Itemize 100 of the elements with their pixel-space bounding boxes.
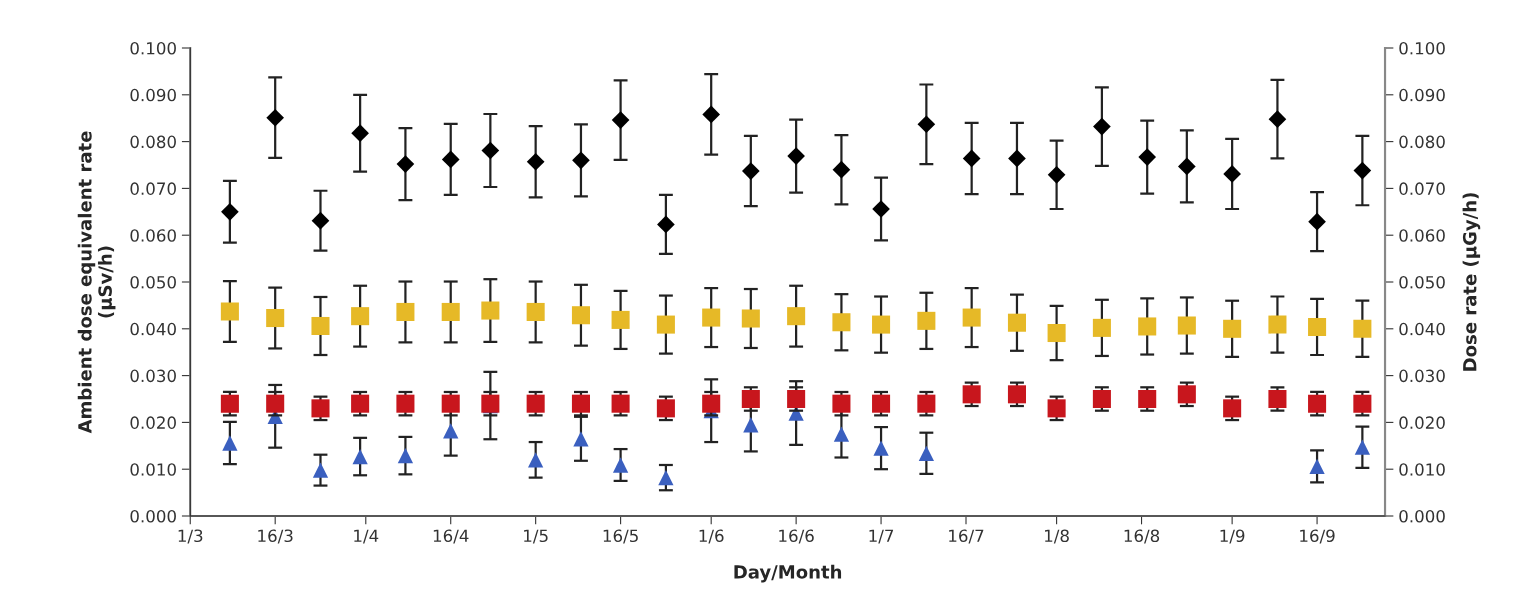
x-tick-label: 1/3 (178, 529, 203, 544)
y-tick-label: 0.010 (130, 463, 176, 476)
y-tick-label: 0.100 (130, 41, 176, 55)
x-tick-label: 1/7 (869, 529, 894, 544)
point (611, 394, 630, 413)
point (832, 160, 851, 179)
y2-tick-label: 0.050 (1399, 275, 1445, 289)
point (352, 448, 368, 465)
point (787, 147, 805, 165)
point (962, 385, 981, 404)
point (526, 152, 545, 171)
y2-tick-label: 0.100 (1399, 41, 1445, 55)
point (702, 105, 721, 124)
x-tick-label: 16/8 (1124, 529, 1160, 544)
point (702, 394, 721, 413)
y-axis-title: Ambient dose equivalent rate (µSv/h) (77, 131, 116, 434)
point (1177, 385, 1196, 404)
y2-tick-label: 0.080 (1399, 135, 1445, 149)
point (1223, 399, 1242, 418)
x-tick-label: 16/5 (603, 529, 638, 544)
point (1309, 458, 1325, 475)
y2-tick-label: 0.030 (1399, 369, 1445, 383)
point (657, 215, 675, 234)
point (1047, 165, 1066, 184)
point (1138, 148, 1157, 166)
point (1223, 319, 1242, 338)
point (917, 115, 936, 134)
point (872, 315, 891, 334)
point (872, 200, 890, 218)
point (528, 452, 544, 468)
point (1353, 161, 1372, 180)
point (741, 162, 760, 180)
point (1354, 439, 1371, 455)
x-axis-title: Day/Month (734, 564, 842, 583)
x-tick-label: 1/9 (1220, 529, 1245, 544)
y2-tick-label: 0.000 (1399, 509, 1445, 523)
y2-tick-label: 0.020 (1399, 416, 1445, 429)
point (1308, 212, 1326, 231)
point (743, 417, 759, 433)
x-tick-label: 1/8 (1045, 529, 1069, 544)
point (441, 394, 460, 413)
y-tick-label: 0.070 (130, 182, 176, 195)
point (1268, 110, 1287, 128)
point (311, 316, 330, 336)
point (396, 302, 415, 321)
x-tick-label: 16/6 (779, 529, 814, 544)
point (962, 149, 981, 168)
point (351, 307, 370, 326)
point (917, 394, 936, 413)
point (526, 394, 545, 413)
point (611, 310, 630, 329)
point (396, 155, 415, 173)
point (787, 307, 806, 326)
point (266, 309, 285, 328)
point (220, 394, 239, 413)
point (918, 445, 934, 461)
point (1223, 165, 1241, 183)
x-tick-label: 16/4 (433, 529, 469, 544)
point (351, 124, 369, 143)
point (311, 399, 330, 418)
point (656, 315, 675, 334)
point (656, 399, 675, 418)
point (1308, 317, 1327, 336)
point (220, 302, 239, 321)
point (1353, 319, 1372, 338)
point (962, 308, 981, 327)
point (873, 440, 889, 456)
x-tick-label: 16/7 (949, 529, 984, 544)
y2-tick-label: 0.090 (1399, 88, 1445, 102)
point (443, 423, 459, 439)
point (1178, 157, 1196, 176)
point (526, 302, 545, 321)
point (481, 141, 500, 160)
point (741, 309, 760, 328)
y-tick-label: 0.090 (130, 88, 176, 102)
point (658, 469, 674, 486)
point (1138, 317, 1157, 336)
point (222, 435, 238, 451)
point (351, 394, 370, 413)
y-tick-label: 0.000 (130, 509, 176, 523)
y2-axis-title: Dose rate (µGy/h) (1462, 193, 1481, 371)
point (872, 394, 891, 413)
point (266, 394, 285, 413)
y2-tick-label: 0.060 (1399, 229, 1445, 242)
point (573, 431, 589, 447)
point (1007, 385, 1026, 404)
x-tick-label: 1/5 (524, 529, 548, 544)
point (481, 301, 500, 320)
point (832, 313, 851, 332)
point (611, 111, 630, 129)
x-tick-label: 1/4 (354, 529, 379, 544)
y2-tick-label: 0.070 (1399, 182, 1445, 195)
y-tick-label: 0.060 (130, 229, 176, 242)
point (1353, 394, 1372, 413)
point (1092, 318, 1111, 337)
point (571, 306, 590, 325)
point (1047, 399, 1066, 418)
point (917, 311, 936, 330)
y-tick-label: 0.020 (130, 416, 176, 429)
point (312, 462, 329, 478)
